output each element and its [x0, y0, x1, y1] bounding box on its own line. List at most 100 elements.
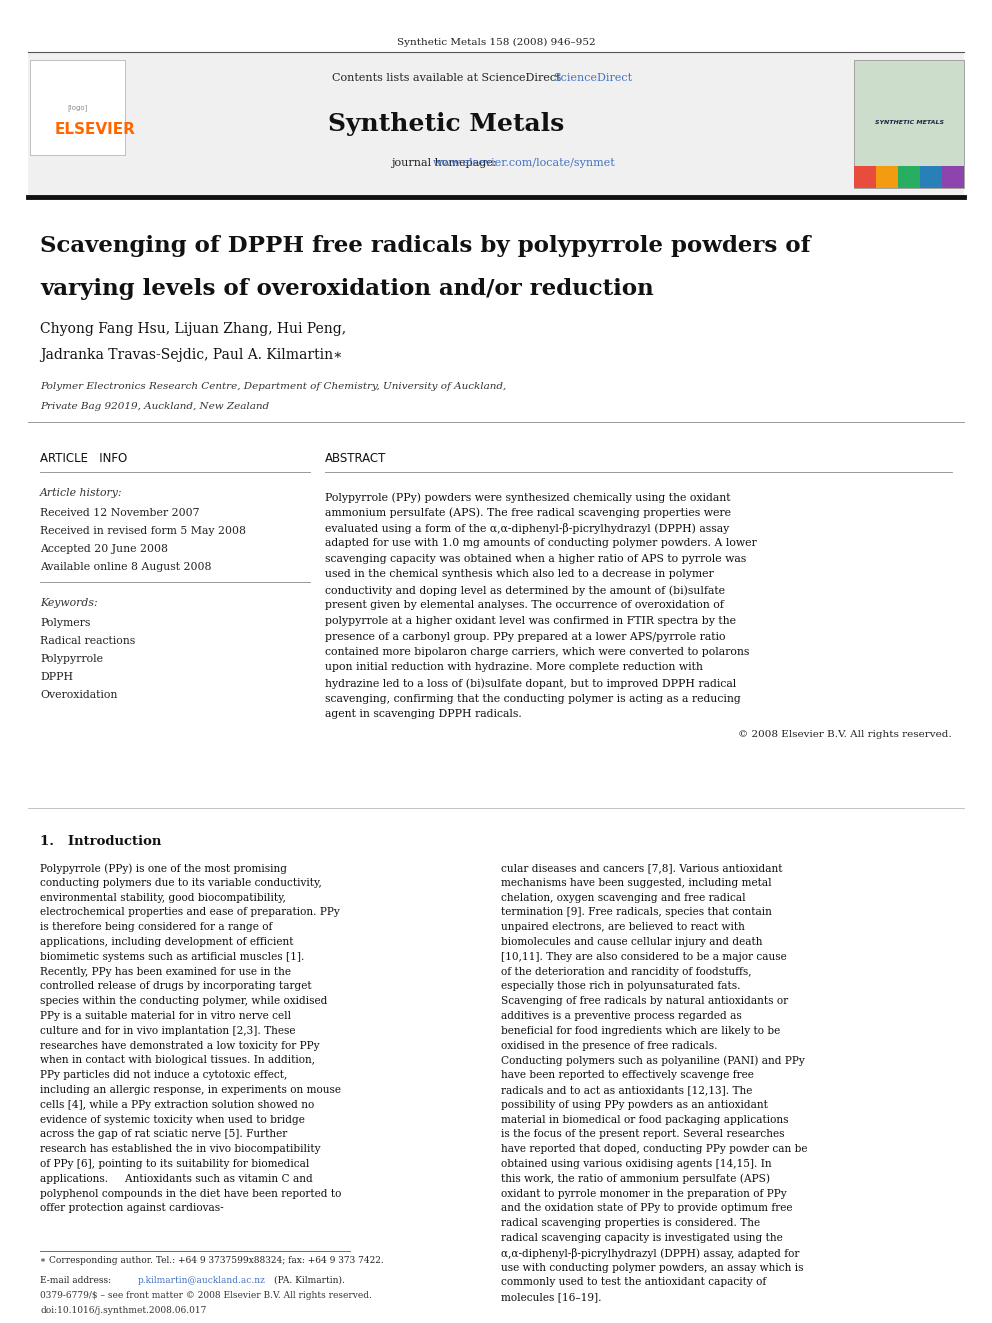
Text: is the focus of the present report. Several researches: is the focus of the present report. Seve… [501, 1130, 785, 1139]
Text: Polypyrrole (PPy) is one of the most promising: Polypyrrole (PPy) is one of the most pro… [40, 863, 287, 873]
Text: presence of a carbonyl group. PPy prepared at a lower APS/pyrrole ratio: presence of a carbonyl group. PPy prepar… [325, 631, 725, 642]
Text: chelation, oxygen scavenging and free radical: chelation, oxygen scavenging and free ra… [501, 893, 746, 902]
Text: including an allergic response, in experiments on mouse: including an allergic response, in exper… [40, 1085, 341, 1095]
Text: ELSEVIER: ELSEVIER [55, 123, 136, 138]
Text: conductivity and doping level as determined by the amount of (bi)sulfate: conductivity and doping level as determi… [325, 585, 725, 595]
Text: oxidised in the presence of free radicals.: oxidised in the presence of free radical… [501, 1041, 717, 1050]
Text: applications, including development of efficient: applications, including development of e… [40, 937, 294, 947]
Text: Polypyrrole (PPy) powders were synthesized chemically using the oxidant: Polypyrrole (PPy) powders were synthesiz… [325, 492, 730, 503]
Text: have been reported to effectively scavenge free: have been reported to effectively scaven… [501, 1070, 754, 1080]
Text: www.elsevier.com/locate/synmet: www.elsevier.com/locate/synmet [433, 157, 615, 168]
Text: offer protection against cardiovas-: offer protection against cardiovas- [40, 1204, 223, 1213]
Text: [logo]: [logo] [67, 105, 88, 111]
Text: α,α-diphenyl-β-picrylhydrazyl (DPPH) assay, adapted for: α,α-diphenyl-β-picrylhydrazyl (DPPH) ass… [501, 1248, 800, 1258]
Text: hydrazine led to a loss of (bi)sulfate dopant, but to improved DPPH radical: hydrazine led to a loss of (bi)sulfate d… [325, 677, 736, 688]
Text: ARTICLE   INFO: ARTICLE INFO [40, 452, 127, 464]
Text: Available online 8 August 2008: Available online 8 August 2008 [40, 562, 211, 572]
Text: SYNTHETIC METALS: SYNTHETIC METALS [875, 119, 943, 124]
Text: unpaired electrons, are believed to react with: unpaired electrons, are believed to reac… [501, 922, 745, 933]
Text: doi:10.1016/j.synthmet.2008.06.017: doi:10.1016/j.synthmet.2008.06.017 [40, 1306, 206, 1315]
Text: polypyrrole at a higher oxidant level was confirmed in FTIR spectra by the: polypyrrole at a higher oxidant level wa… [325, 617, 736, 626]
Text: Polymer Electronics Research Centre, Department of Chemistry, University of Auck: Polymer Electronics Research Centre, Dep… [40, 382, 506, 392]
Bar [854, 165, 876, 188]
Text: additives is a preventive process regarded as: additives is a preventive process regard… [501, 1011, 742, 1021]
Text: 0379-6779/$ – see front matter © 2008 Elsevier B.V. All rights reserved.: 0379-6779/$ – see front matter © 2008 El… [40, 1291, 372, 1301]
Text: DPPH: DPPH [40, 672, 73, 681]
Text: Jadranka Travas-Sejdic, Paul A. Kilmartin∗: Jadranka Travas-Sejdic, Paul A. Kilmarti… [40, 348, 342, 363]
Text: oxidant to pyrrole monomer in the preparation of PPy: oxidant to pyrrole monomer in the prepar… [501, 1188, 787, 1199]
Text: biomimetic systems such as artificial muscles [1].: biomimetic systems such as artificial mu… [40, 951, 305, 962]
Text: environmental stability, good biocompatibility,: environmental stability, good biocompati… [40, 893, 286, 902]
Text: Received in revised form 5 May 2008: Received in revised form 5 May 2008 [40, 527, 246, 536]
Text: material in biomedical or food packaging applications: material in biomedical or food packaging… [501, 1114, 789, 1125]
Bar [876, 165, 898, 188]
Bar [920, 165, 942, 188]
Text: species within the conducting polymer, while oxidised: species within the conducting polymer, w… [40, 996, 327, 1007]
Bar [854, 60, 964, 188]
Text: journal homepage:: journal homepage: [392, 157, 501, 168]
Text: radical scavenging properties is considered. The: radical scavenging properties is conside… [501, 1218, 760, 1228]
Text: electrochemical properties and ease of preparation. PPy: electrochemical properties and ease of p… [40, 908, 339, 917]
Text: obtained using various oxidising agents [14,15]. In: obtained using various oxidising agents … [501, 1159, 772, 1170]
Text: applications.     Antioxidants such as vitamin C and: applications. Antioxidants such as vitam… [40, 1174, 312, 1184]
Text: 1.   Introduction: 1. Introduction [40, 835, 162, 848]
Text: Synthetic Metals: Synthetic Metals [328, 112, 564, 136]
Text: Conducting polymers such as polyaniline (PANI) and PPy: Conducting polymers such as polyaniline … [501, 1056, 805, 1066]
Bar [28, 52, 964, 194]
Text: Keywords:: Keywords: [40, 598, 97, 609]
Text: biomolecules and cause cellular injury and death: biomolecules and cause cellular injury a… [501, 937, 763, 947]
Text: PPy particles did not induce a cytotoxic effect,: PPy particles did not induce a cytotoxic… [40, 1070, 288, 1080]
Text: upon initial reduction with hydrazine. More complete reduction with: upon initial reduction with hydrazine. M… [325, 663, 703, 672]
Text: Private Bag 92019, Auckland, New Zealand: Private Bag 92019, Auckland, New Zealand [40, 402, 269, 411]
Text: Scavenging of DPPH free radicals by polypyrrole powders of: Scavenging of DPPH free radicals by poly… [40, 235, 810, 257]
Text: beneficial for food ingredients which are likely to be: beneficial for food ingredients which ar… [501, 1025, 781, 1036]
Text: used in the chemical synthesis which also led to a decrease in polymer: used in the chemical synthesis which als… [325, 569, 714, 579]
Text: radicals and to act as antioxidants [12,13]. The: radicals and to act as antioxidants [12,… [501, 1085, 752, 1095]
Text: present given by elemental analyses. The occurrence of overoxidation of: present given by elemental analyses. The… [325, 601, 724, 610]
Text: molecules [16–19].: molecules [16–19]. [501, 1293, 601, 1302]
Text: commonly used to test the antioxidant capacity of: commonly used to test the antioxidant ca… [501, 1278, 766, 1287]
Bar [942, 165, 964, 188]
Text: ammonium persulfate (APS). The free radical scavenging properties were: ammonium persulfate (APS). The free radi… [325, 508, 731, 519]
Text: [10,11]. They are also considered to be a major cause: [10,11]. They are also considered to be … [501, 951, 787, 962]
Text: scavenging capacity was obtained when a higher ratio of APS to pyrrole was: scavenging capacity was obtained when a … [325, 554, 746, 564]
Text: varying levels of overoxidation and/or reduction: varying levels of overoxidation and/or r… [40, 278, 654, 300]
Text: evaluated using a form of the α,α-diphenyl-β-picrylhydrazyl (DPPH) assay: evaluated using a form of the α,α-diphen… [325, 523, 729, 534]
Text: PPy is a suitable material for in vitro nerve cell: PPy is a suitable material for in vitro … [40, 1011, 291, 1021]
Text: Contents lists available at ScienceDirect: Contents lists available at ScienceDirec… [331, 73, 560, 83]
Text: Article history:: Article history: [40, 488, 122, 497]
Text: have reported that doped, conducting PPy powder can be: have reported that doped, conducting PPy… [501, 1144, 807, 1154]
Text: Radical reactions: Radical reactions [40, 636, 135, 646]
Text: Received 12 November 2007: Received 12 November 2007 [40, 508, 199, 519]
Text: cells [4], while a PPy extraction solution showed no: cells [4], while a PPy extraction soluti… [40, 1099, 314, 1110]
Text: possibility of using PPy powders as an antioxidant: possibility of using PPy powders as an a… [501, 1099, 768, 1110]
Text: is therefore being considered for a range of: is therefore being considered for a rang… [40, 922, 273, 933]
Text: Synthetic Metals 158 (2008) 946–952: Synthetic Metals 158 (2008) 946–952 [397, 38, 595, 48]
Text: scavenging, confirming that the conducting polymer is acting as a reducing: scavenging, confirming that the conducti… [325, 693, 741, 704]
Text: © 2008 Elsevier B.V. All rights reserved.: © 2008 Elsevier B.V. All rights reserved… [738, 729, 952, 738]
Text: controlled release of drugs by incorporating target: controlled release of drugs by incorpora… [40, 982, 311, 991]
Text: adapted for use with 1.0 mg amounts of conducting polymer powders. A lower: adapted for use with 1.0 mg amounts of c… [325, 538, 757, 549]
Text: mechanisms have been suggested, including metal: mechanisms have been suggested, includin… [501, 877, 772, 888]
Text: across the gap of rat sciatic nerve [5]. Further: across the gap of rat sciatic nerve [5].… [40, 1130, 288, 1139]
Text: termination [9]. Free radicals, species that contain: termination [9]. Free radicals, species … [501, 908, 772, 917]
Text: Recently, PPy has been examined for use in the: Recently, PPy has been examined for use … [40, 967, 291, 976]
Text: cular diseases and cancers [7,8]. Various antioxidant: cular diseases and cancers [7,8]. Variou… [501, 863, 783, 873]
Text: ABSTRACT: ABSTRACT [325, 452, 386, 464]
Text: Polymers: Polymers [40, 618, 90, 628]
Text: Polypyrrole: Polypyrrole [40, 654, 103, 664]
Text: Chyong Fang Hsu, Lijuan Zhang, Hui Peng,: Chyong Fang Hsu, Lijuan Zhang, Hui Peng, [40, 321, 346, 336]
Text: culture and for in vivo implantation [2,3]. These: culture and for in vivo implantation [2,… [40, 1025, 296, 1036]
Text: and the oxidation state of PPy to provide optimum free: and the oxidation state of PPy to provid… [501, 1204, 793, 1213]
Text: of PPy [6], pointing to its suitability for biomedical: of PPy [6], pointing to its suitability … [40, 1159, 310, 1170]
Text: radical scavenging capacity is investigated using the: radical scavenging capacity is investiga… [501, 1233, 783, 1244]
Text: of the deterioration and rancidity of foodstuffs,: of the deterioration and rancidity of fo… [501, 967, 752, 976]
Text: polyphenol compounds in the diet have been reported to: polyphenol compounds in the diet have be… [40, 1188, 341, 1199]
Text: (PA. Kilmartin).: (PA. Kilmartin). [274, 1275, 345, 1285]
Text: ∗ Corresponding author. Tel.: +64 9 3737599x88324; fax: +64 9 373 7422.: ∗ Corresponding author. Tel.: +64 9 3737… [40, 1256, 384, 1265]
Text: Overoxidation: Overoxidation [40, 691, 117, 700]
Text: Accepted 20 June 2008: Accepted 20 June 2008 [40, 544, 168, 554]
Text: contained more bipolaron charge carriers, which were converted to polarons: contained more bipolaron charge carriers… [325, 647, 749, 658]
Text: especially those rich in polyunsaturated fats.: especially those rich in polyunsaturated… [501, 982, 740, 991]
Text: conducting polymers due to its variable conductivity,: conducting polymers due to its variable … [40, 877, 321, 888]
